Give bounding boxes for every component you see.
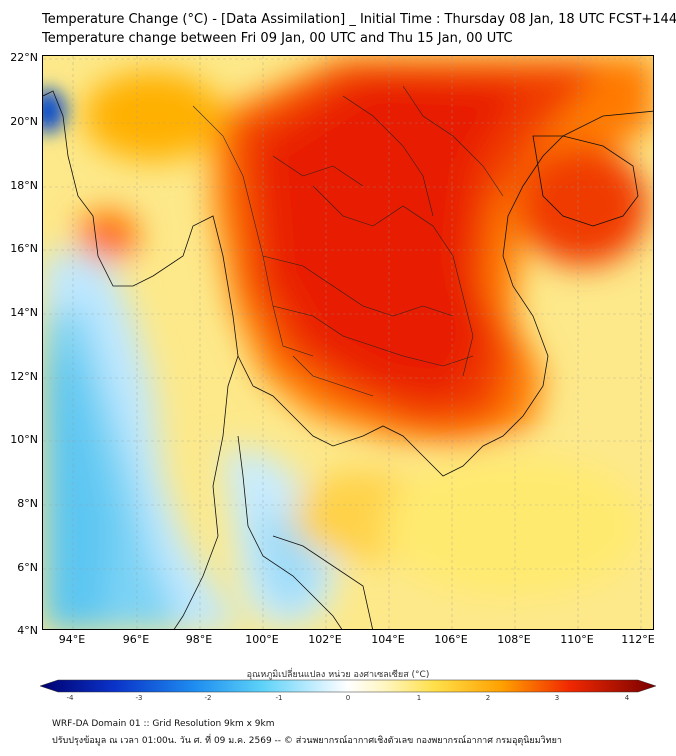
lon-tick-108: 108°E (497, 633, 531, 646)
colorbar-tick-neg4: -4 (66, 694, 74, 702)
cold-core-northwest (43, 89, 66, 133)
footer-model-info: WRF-DA Domain 01 :: Grid Resolution 9km … (52, 719, 275, 729)
lon-tick-94: 94°E (58, 633, 86, 646)
lat-tick-22: 22°N (10, 51, 38, 64)
lon-tick-102: 102°E (308, 633, 342, 646)
lat-tick-20: 20°N (10, 115, 38, 128)
temperature-change-map (42, 55, 654, 630)
lon-tick-100: 100°E (245, 633, 279, 646)
coastlines (43, 90, 653, 629)
colorbar-tick-0: 0 (345, 694, 351, 702)
lat-tick-8: 8°N (17, 497, 38, 510)
lat-tick-14: 14°N (10, 306, 38, 319)
lon-tick-110: 110°E (560, 633, 594, 646)
lon-tick-96: 96°E (122, 633, 150, 646)
lat-tick-18: 18°N (10, 179, 38, 192)
colorbar-tick-4: 4 (624, 694, 630, 702)
lat-tick-6: 6°N (17, 561, 38, 574)
map-canvas (43, 56, 653, 629)
admin-borders (192, 85, 504, 397)
colorbar-tick-1: 1 (416, 694, 422, 702)
colorbar-gradient (40, 679, 656, 693)
map-subtitle: Temperature change between Fri 09 Jan, 0… (42, 31, 513, 46)
colorbar-label: อุณหภูมิเปลี่ยนแปลง หน่วย องศาเซลเซียส (… (246, 670, 430, 680)
lon-tick-106: 106°E (434, 633, 468, 646)
lat-tick-4: 4°N (17, 624, 38, 637)
colorbar-tick-2: 2 (485, 694, 491, 702)
colorbar (40, 679, 656, 693)
lat-tick-16: 16°N (10, 242, 38, 255)
colorbar-tick-neg1: -1 (275, 694, 283, 702)
colorbar-tick-neg3: -3 (135, 694, 143, 702)
lat-tick-10: 10°N (10, 433, 38, 446)
lon-tick-104: 104°E (371, 633, 405, 646)
lon-tick-112: 112°E (621, 633, 655, 646)
colorbar-tick-3: 3 (554, 694, 560, 702)
colorbar-tick-neg2: -2 (204, 694, 212, 702)
footer-credit: ปรับปรุงข้อมูล ณ เวลา 01:00น. วัน ศ. ที่… (52, 736, 562, 746)
lon-tick-98: 98°E (185, 633, 213, 646)
lat-tick-12: 12°N (10, 370, 38, 383)
map-title: Temperature Change (°C) - [Data Assimila… (42, 12, 676, 27)
temperature-field (43, 56, 653, 629)
